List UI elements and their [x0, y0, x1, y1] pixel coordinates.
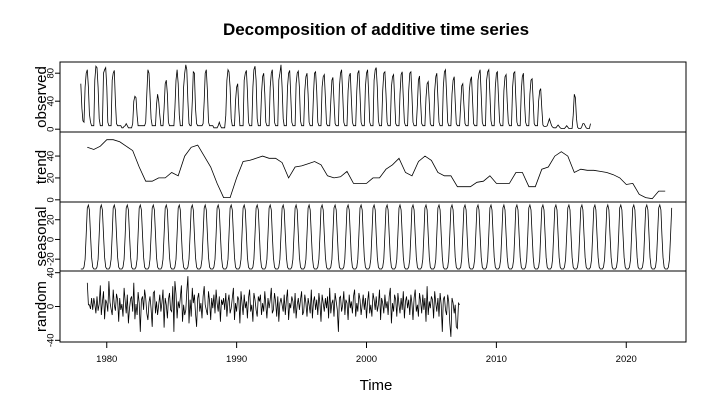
panel-label-random: random: [33, 281, 50, 332]
panel-frame: [59, 131, 687, 203]
panel-label-seasonal: seasonal: [33, 206, 50, 266]
panel-frame: [59, 270, 687, 343]
y-tick-label: 40: [46, 267, 57, 278]
x-tick-label: 2020: [616, 354, 637, 365]
chart-title: Decomposition of additive time series: [223, 20, 529, 39]
x-tick-label: 2010: [486, 354, 507, 365]
y-tick-label: 20: [46, 214, 57, 225]
series-line-observed: [80, 64, 591, 129]
panel-label-observed: observed: [33, 66, 50, 128]
y-tick-label: 0: [46, 127, 57, 132]
y-tick-label: 0: [46, 197, 57, 202]
y-tick-label: 40: [46, 151, 57, 162]
x-axis: 1980 1990 2000 2010 2020: [96, 341, 637, 365]
panel-label-trend: trend: [33, 150, 50, 184]
y-tick-label: 80: [46, 68, 57, 79]
series-line-random: [86, 276, 460, 337]
y-tick-label: -40: [46, 333, 57, 347]
panels: 04080observed02040trend-20020seasonal-40…: [33, 61, 687, 347]
y-tick-label: 0: [46, 304, 57, 309]
x-tick-label: 2000: [356, 354, 377, 365]
x-axis-label: Time: [360, 377, 393, 394]
x-tick-label: 1980: [96, 354, 117, 365]
y-tick-label: 20: [46, 173, 57, 184]
series-line-trend: [87, 139, 666, 200]
y-tick-label: -20: [46, 252, 57, 266]
series-line-seasonal: [80, 203, 673, 270]
y-tick-label: 0: [46, 237, 57, 242]
panel-random: -40 0 40 random: [33, 267, 687, 347]
x-tick-label: 1990: [226, 354, 247, 365]
y-tick-label: 40: [46, 96, 57, 107]
